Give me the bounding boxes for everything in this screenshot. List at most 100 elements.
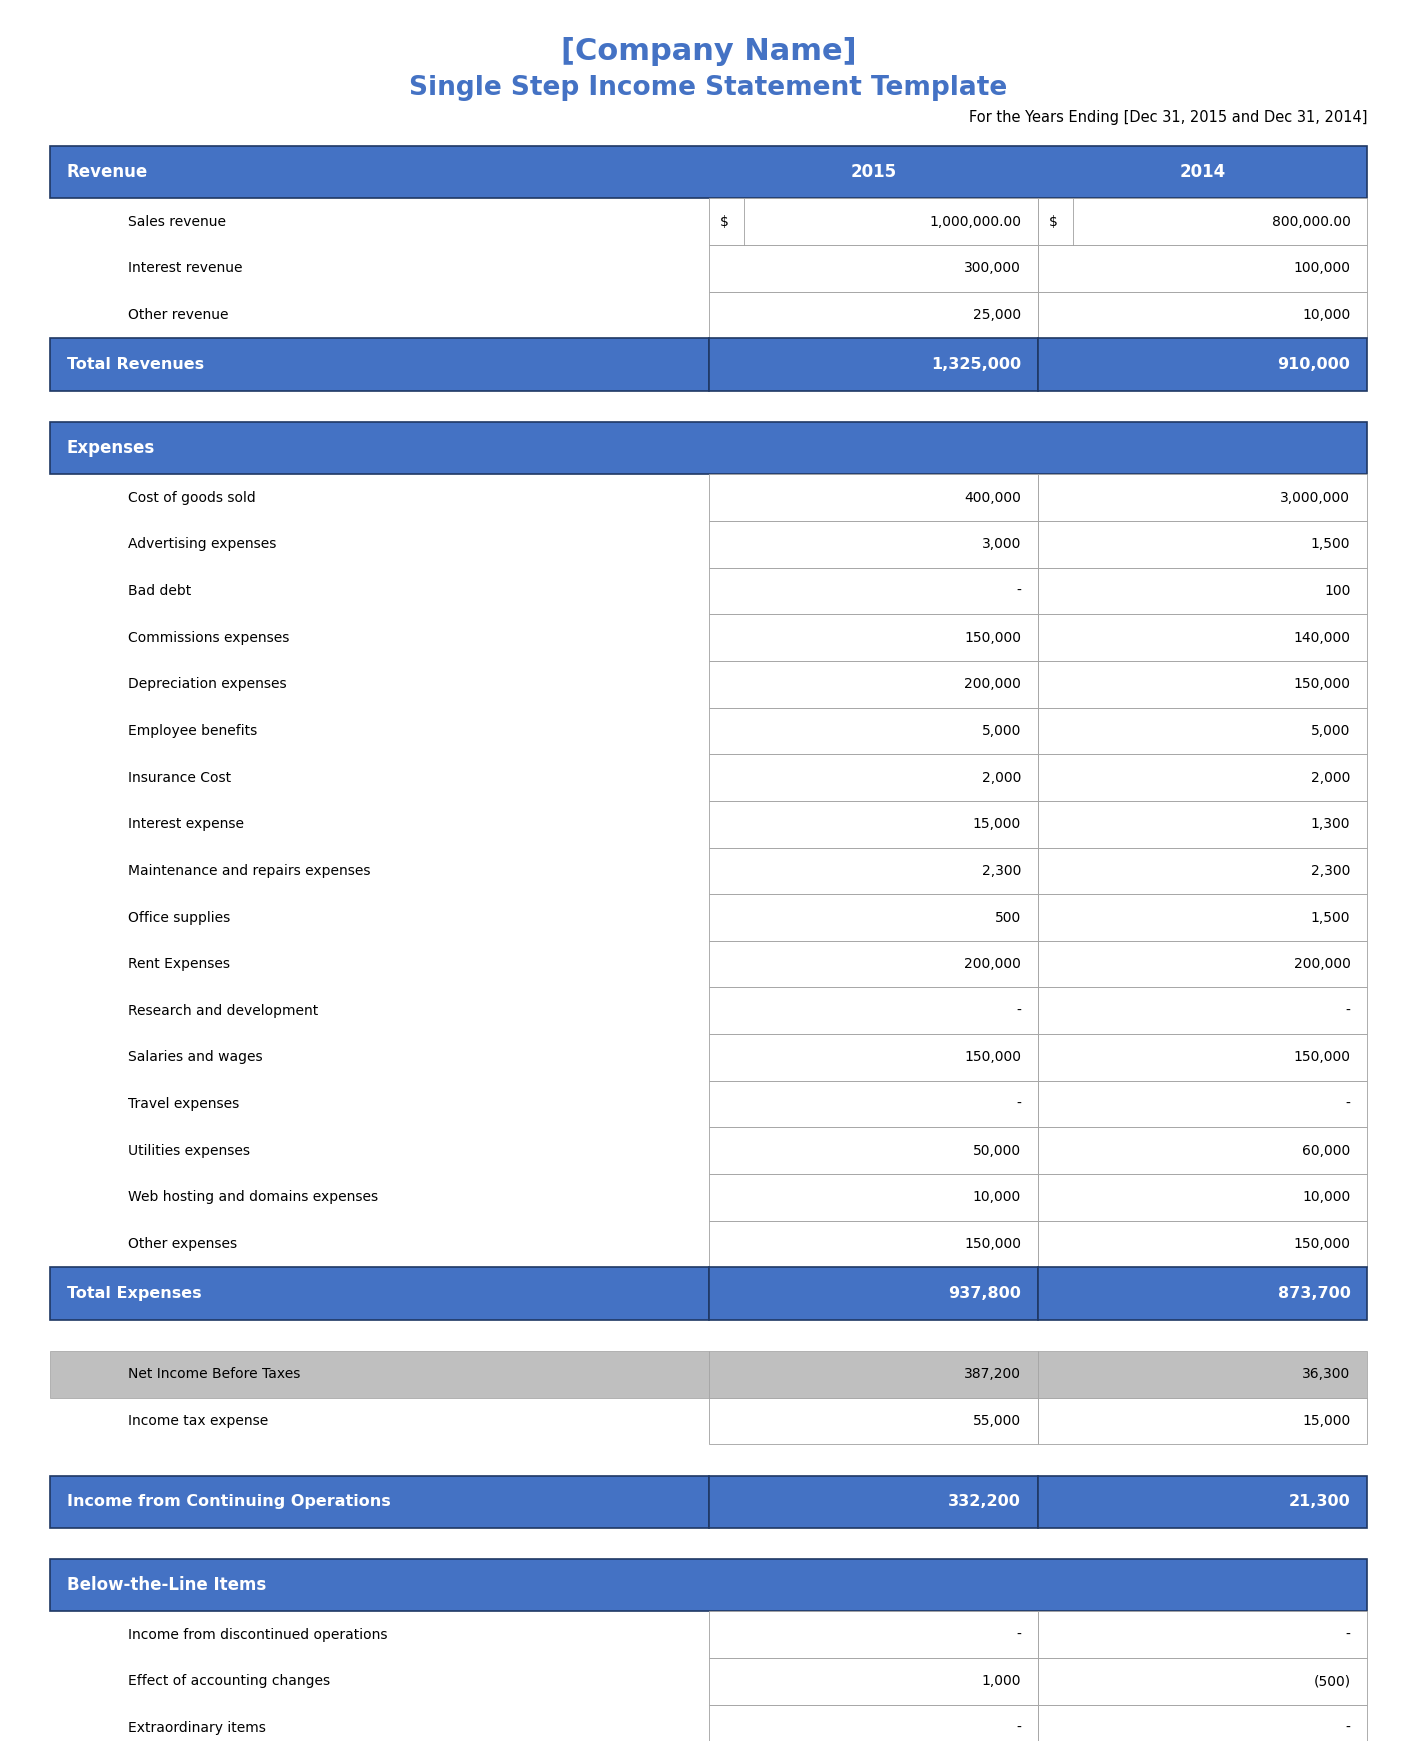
Bar bbox=[50, 474, 708, 521]
Text: Depreciation expenses: Depreciation expenses bbox=[128, 677, 286, 691]
Text: 5,000: 5,000 bbox=[1311, 724, 1350, 738]
Bar bbox=[50, 1267, 708, 1320]
Text: Revenue: Revenue bbox=[67, 164, 147, 181]
Bar bbox=[50, 1476, 708, 1529]
Text: Extraordinary items: Extraordinary items bbox=[128, 1722, 265, 1736]
Text: Office supplies: Office supplies bbox=[128, 911, 230, 924]
Text: Utilities expenses: Utilities expenses bbox=[128, 1144, 249, 1158]
Bar bbox=[50, 1220, 708, 1267]
Bar bbox=[708, 338, 1039, 390]
Bar bbox=[708, 1657, 1039, 1704]
Bar bbox=[50, 198, 708, 245]
Bar bbox=[50, 568, 708, 615]
Text: [Company Name]: [Company Name] bbox=[561, 37, 856, 66]
Text: -: - bbox=[1346, 1628, 1350, 1642]
Text: 1,000,000.00: 1,000,000.00 bbox=[930, 214, 1022, 228]
Bar bbox=[708, 848, 1039, 895]
Text: 3,000: 3,000 bbox=[982, 538, 1022, 552]
Bar bbox=[708, 568, 1039, 615]
Text: 50,000: 50,000 bbox=[973, 1144, 1022, 1158]
Text: -: - bbox=[1346, 1005, 1350, 1018]
Bar bbox=[708, 474, 1039, 521]
Bar bbox=[708, 615, 1039, 662]
Bar bbox=[50, 615, 708, 662]
Text: 332,200: 332,200 bbox=[948, 1494, 1022, 1509]
Text: 150,000: 150,000 bbox=[964, 1050, 1022, 1064]
Bar bbox=[50, 987, 708, 1034]
Bar bbox=[1039, 1081, 1367, 1128]
Text: Advertising expenses: Advertising expenses bbox=[128, 538, 276, 552]
Text: 200,000: 200,000 bbox=[964, 958, 1022, 971]
Text: 800,000.00: 800,000.00 bbox=[1271, 214, 1350, 228]
Text: 500: 500 bbox=[995, 911, 1022, 924]
Text: 150,000: 150,000 bbox=[964, 630, 1022, 644]
Text: Bad debt: Bad debt bbox=[128, 583, 191, 597]
Text: Effect of accounting changes: Effect of accounting changes bbox=[128, 1675, 330, 1689]
Text: 10,000: 10,000 bbox=[972, 1191, 1022, 1205]
Bar bbox=[50, 707, 708, 754]
Text: 150,000: 150,000 bbox=[964, 1238, 1022, 1252]
Text: 140,000: 140,000 bbox=[1294, 630, 1350, 644]
Text: Employee benefits: Employee benefits bbox=[128, 724, 256, 738]
Bar bbox=[1039, 338, 1367, 390]
Text: 2015: 2015 bbox=[850, 164, 897, 181]
Bar bbox=[1039, 1220, 1367, 1267]
Bar bbox=[50, 940, 708, 987]
Bar bbox=[50, 754, 708, 801]
Text: -: - bbox=[1016, 1097, 1022, 1111]
Text: Income from discontinued operations: Income from discontinued operations bbox=[128, 1628, 387, 1642]
Bar bbox=[708, 1128, 1039, 1173]
Bar bbox=[50, 1612, 708, 1657]
Bar bbox=[50, 1351, 708, 1398]
Bar bbox=[708, 1081, 1039, 1128]
Text: 15,000: 15,000 bbox=[1302, 1414, 1350, 1428]
Text: Web hosting and domains expenses: Web hosting and domains expenses bbox=[128, 1191, 378, 1205]
Text: 300,000: 300,000 bbox=[964, 261, 1022, 275]
Bar bbox=[708, 521, 1039, 568]
Text: Other expenses: Other expenses bbox=[128, 1238, 237, 1252]
Text: 10,000: 10,000 bbox=[1302, 1191, 1350, 1205]
Bar bbox=[708, 1476, 1039, 1529]
Text: 910,000: 910,000 bbox=[1278, 357, 1350, 373]
Text: $: $ bbox=[1050, 214, 1058, 228]
Text: Travel expenses: Travel expenses bbox=[128, 1097, 239, 1111]
Bar bbox=[1039, 1476, 1367, 1529]
Bar bbox=[1039, 1267, 1367, 1320]
Bar bbox=[50, 1034, 708, 1081]
Text: 2014: 2014 bbox=[1179, 164, 1226, 181]
Text: 36,300: 36,300 bbox=[1302, 1367, 1350, 1381]
Bar bbox=[50, 801, 708, 848]
Text: 1,000: 1,000 bbox=[982, 1675, 1022, 1689]
Text: 15,000: 15,000 bbox=[972, 817, 1022, 830]
Bar bbox=[708, 1267, 1039, 1320]
Bar bbox=[1039, 848, 1367, 895]
Bar bbox=[50, 146, 1367, 198]
Text: 400,000: 400,000 bbox=[964, 491, 1022, 505]
Text: Sales revenue: Sales revenue bbox=[128, 214, 225, 228]
Text: Single Step Income Statement Template: Single Step Income Statement Template bbox=[410, 75, 1007, 101]
Text: 55,000: 55,000 bbox=[973, 1414, 1022, 1428]
Text: 60,000: 60,000 bbox=[1302, 1144, 1350, 1158]
Bar bbox=[1039, 1034, 1367, 1081]
Bar bbox=[1039, 615, 1367, 662]
Text: 150,000: 150,000 bbox=[1294, 677, 1350, 691]
Bar bbox=[1039, 662, 1367, 707]
Text: 1,325,000: 1,325,000 bbox=[931, 357, 1022, 373]
Text: 100: 100 bbox=[1323, 583, 1350, 597]
Text: 150,000: 150,000 bbox=[1294, 1050, 1350, 1064]
Bar bbox=[708, 940, 1039, 987]
Bar bbox=[708, 895, 1039, 940]
Bar bbox=[708, 987, 1039, 1034]
Text: Salaries and wages: Salaries and wages bbox=[128, 1050, 262, 1064]
Text: 1,500: 1,500 bbox=[1311, 538, 1350, 552]
Bar bbox=[1039, 1173, 1367, 1220]
Bar bbox=[50, 1704, 708, 1741]
Bar bbox=[1039, 1351, 1367, 1398]
Bar bbox=[708, 245, 1039, 292]
Bar bbox=[1039, 1398, 1367, 1445]
Bar bbox=[1039, 1612, 1367, 1657]
Bar bbox=[50, 421, 1367, 474]
Text: For the Years Ending [Dec 31, 2015 and Dec 31, 2014]: For the Years Ending [Dec 31, 2015 and D… bbox=[969, 110, 1367, 125]
Bar bbox=[1039, 801, 1367, 848]
Bar bbox=[1039, 895, 1367, 940]
